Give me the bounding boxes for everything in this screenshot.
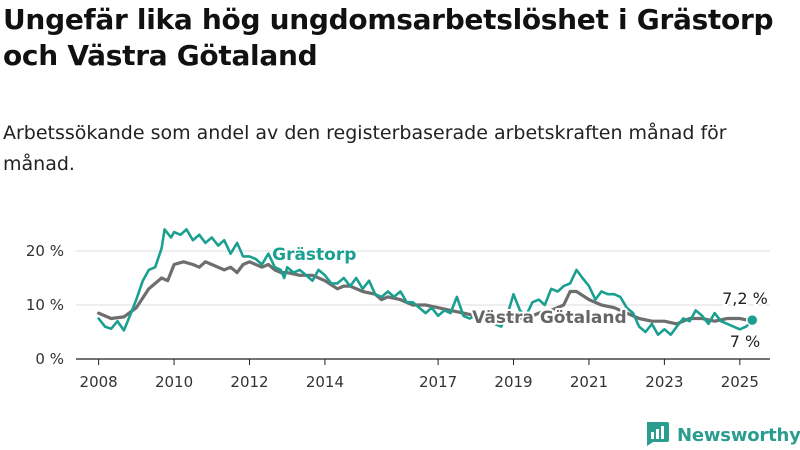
x-tick-label: 2012: [230, 373, 268, 391]
newsworthy-logo-icon: [644, 420, 670, 450]
series-lines: [97, 228, 759, 336]
x-tick-label: 2021: [570, 373, 608, 391]
newsworthy-brand: Newsworthy: [644, 420, 800, 450]
x-tick-label: 2008: [80, 373, 118, 391]
y-tick-label: 20 %: [26, 242, 64, 260]
x-tick-label: 2010: [155, 373, 193, 391]
y-tick-label: 0 %: [35, 350, 64, 368]
series-line-grastorp: [97, 228, 754, 336]
x-axis: 2008 2010 2012 2014 2017 2019 2021 2023 2025: [76, 358, 770, 391]
x-tick-label: 2014: [306, 373, 344, 391]
end-point-grastorp: [746, 313, 759, 327]
y-axis: 0 % 10 % 20 %: [26, 242, 64, 368]
series-labels: Grästorp Västra Götaland 7,2 % 7 %: [270, 243, 769, 353]
chart-subtitle: Arbetssökande som andel av den registerb…: [3, 122, 727, 175]
y-tick-label: 10 %: [26, 296, 64, 314]
series-label-grastorp: Grästorp: [272, 245, 356, 265]
series-line-vastra-gotaland: [97, 260, 754, 326]
x-tick-label: 2019: [494, 373, 532, 391]
brand-name: Newsworthy: [677, 424, 800, 446]
grid-lines: [76, 250, 770, 306]
x-tick-label: 2023: [645, 373, 683, 391]
end-label-vastra-gotaland: 7 %: [730, 332, 760, 351]
series-label-vastra-gotaland: Västra Götaland: [472, 308, 627, 328]
x-tick-label: 2025: [721, 373, 759, 391]
end-label-grastorp: 7,2 %: [722, 289, 768, 308]
x-tick-label: 2017: [419, 373, 457, 391]
page-title: Ungefär lika hög ungdomsarbetslöshet i G…: [3, 3, 774, 72]
